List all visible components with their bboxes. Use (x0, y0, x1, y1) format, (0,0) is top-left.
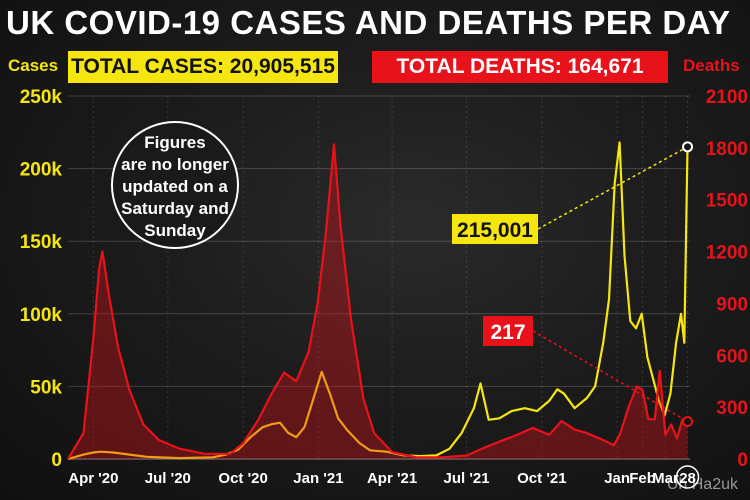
cases-callout-dot (682, 141, 694, 153)
y-left-tick-label: 150k (20, 232, 63, 253)
cases-callout-line (537, 146, 688, 230)
deaths-line (67, 143, 688, 460)
x-tick-label: Jul '21 (444, 470, 490, 487)
y-left-tick-label: 50k (30, 377, 62, 398)
y-right-tick-label: 0 (737, 450, 748, 471)
deaths-callout-label: 217 (490, 321, 525, 344)
y-left-tick-label: 250k (20, 87, 63, 108)
ticks: 0 50k 100k 150k 200k 250k 0 300 600 900 1200 1500 18… (20, 87, 748, 489)
note-line: Saturday and (121, 199, 229, 218)
x-tick-label: Feb (629, 470, 656, 487)
cases-axis-title: Cases (8, 56, 59, 75)
x-tick-label: 28 (679, 470, 696, 487)
x-tick-label: Oct '21 (517, 470, 566, 487)
y-right-tick-label: 1800 (706, 139, 748, 160)
y-right-tick-label: 2100 (706, 87, 748, 108)
y-left-tick-label: 200k (20, 160, 63, 181)
deaths-callout-dot (682, 415, 694, 427)
note-line: are no longer (121, 155, 229, 174)
x-tick-label: Apr '21 (367, 470, 417, 487)
series (67, 141, 689, 461)
x-tick-label: Jul '20 (145, 470, 191, 487)
x-tick-label: Jan (604, 470, 630, 487)
cases-callout-box (452, 214, 538, 244)
annotations: Figures are no longer updated on a Saturday… (111, 121, 694, 427)
deaths-callout-box (483, 316, 533, 346)
x-tick-label: Mar (652, 470, 679, 487)
y-right-tick-label: 600 (716, 346, 748, 367)
deaths-axis-title: Deaths (683, 56, 740, 75)
y-right-tick-label: 1200 (706, 243, 748, 264)
cases-callout-label: 215,001 (457, 219, 533, 242)
y-right-tick-label: 1500 (706, 191, 748, 212)
date-circle (675, 465, 700, 489)
chart-title: UK COVID-19 CASES AND DEATHS PER DAY (6, 4, 731, 41)
grid (68, 95, 690, 460)
watermark: Uh Ha2uk (666, 476, 738, 493)
y-right-tick-label: 300 (716, 398, 748, 419)
deaths-callout-line (532, 330, 688, 423)
note-circle (111, 121, 239, 249)
deaths-area (68, 144, 688, 459)
x-tick-label: Oct '20 (218, 470, 267, 487)
x-tick-label: Jan '21 (293, 470, 343, 487)
note-line: Sunday (144, 221, 206, 240)
y-left-tick-label: 0 (51, 450, 62, 471)
total-cases-box: TOTAL CASES: 20,905,515 (68, 51, 338, 83)
note-line: Figures (144, 133, 205, 152)
y-left-tick-label: 100k (20, 305, 63, 326)
total-deaths-box: TOTAL DEATHS: 164,671 (372, 51, 668, 83)
x-tick-label: Apr '20 (68, 470, 118, 487)
cases-line (67, 141, 689, 461)
y-right-tick-label: 900 (716, 294, 748, 315)
note-line: updated on a (122, 177, 228, 196)
